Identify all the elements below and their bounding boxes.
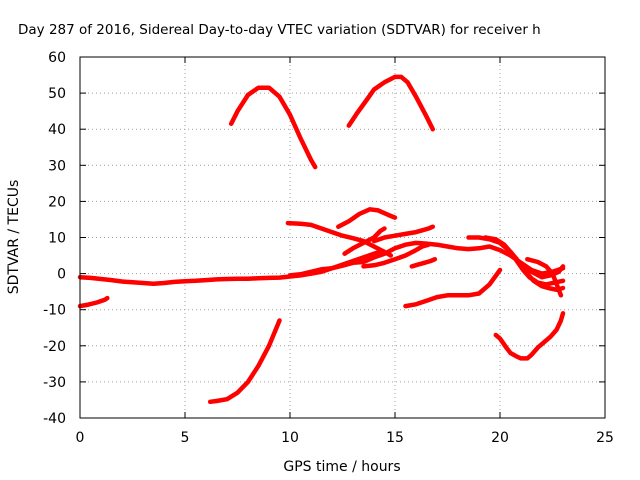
y-tick-label: -10 [43,303,66,319]
series-line-trace-12 [409,256,438,269]
x-tick-label: 5 [181,430,190,446]
y-tick-label: 20 [48,194,66,210]
series-line-trace-16 [493,311,566,361]
series-line-trace-13 [403,267,503,309]
x-tick-label: 0 [76,430,85,446]
series-line-trace-5 [228,85,318,170]
axis-ticks: 0 5 10 15 20 25 -40 -30 -20 -10 0 10 20 30 40 50 60 [43,50,614,446]
series-line-trace-11 [361,242,431,269]
y-axis-label: SDTVAR / TECUs [6,180,22,295]
series-line-trace-7 [285,220,394,258]
series-line-trace-18 [518,264,566,280]
series-line-trace-10 [371,224,436,244]
x-tick-label: 10 [281,430,299,446]
chart-title: Day 287 of 2016, Sidereal Day-to-day VTE… [18,22,541,38]
y-tick-label: 60 [48,50,66,66]
series-line-trace-9 [342,226,387,256]
series-line-trace-17 [525,256,564,298]
y-tick-label: -20 [43,339,66,355]
x-tick-label: 20 [491,430,509,446]
series-group [77,74,566,405]
series-line-trace-4 [207,318,282,405]
y-tick-label: 0 [57,267,66,283]
x-tick-label: 25 [596,430,614,446]
series-line-trace-6 [346,74,436,132]
x-tick-label: 15 [386,430,404,446]
y-tick-label: 30 [48,158,66,174]
series-line-trace-8 [336,207,398,229]
series-line-trace-2 [77,295,110,309]
y-tick-label: -40 [43,411,66,427]
y-tick-label: -30 [43,375,66,391]
y-tick-label: 10 [48,231,66,247]
y-tick-label: 50 [48,86,66,102]
x-axis-label: GPS time / hours [283,459,400,475]
y-tick-label: 40 [48,122,66,138]
